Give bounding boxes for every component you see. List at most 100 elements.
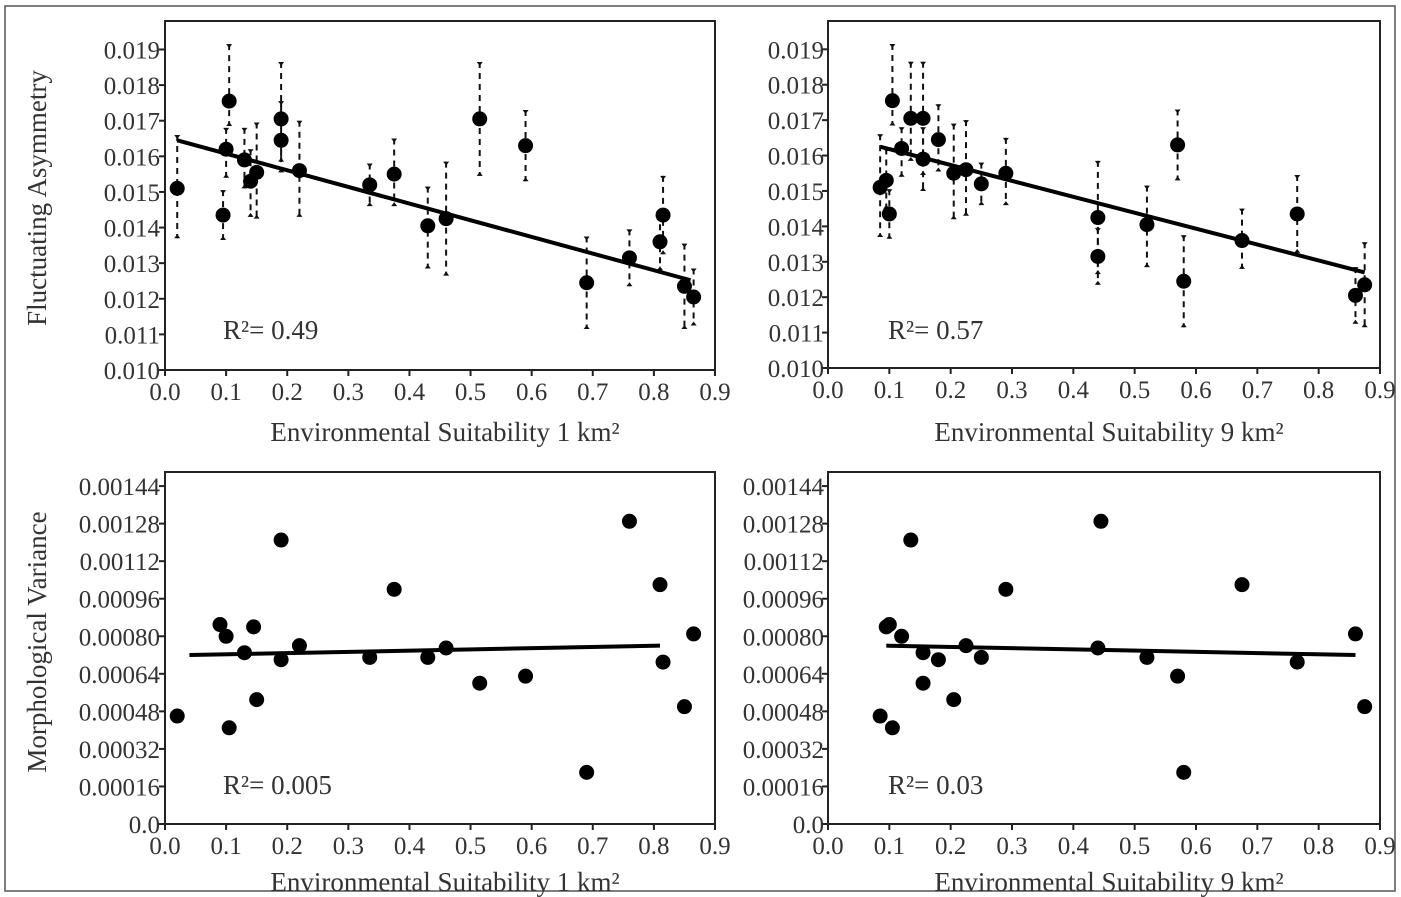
y-tick-label: 0.00032 [79, 737, 160, 764]
data-point [218, 141, 234, 157]
error-bar-cap [1239, 208, 1245, 213]
y-tick-label: 0.013 [768, 250, 824, 277]
data-point [1357, 277, 1373, 293]
data-point [472, 111, 488, 127]
data-point [930, 132, 946, 148]
data-point [273, 132, 289, 148]
error-bar-cap [626, 229, 633, 234]
error-bar-cap [978, 201, 985, 206]
data-point [420, 218, 436, 234]
error-bar-cap [247, 212, 254, 217]
data-point [676, 278, 692, 294]
data-point [420, 649, 436, 665]
r-squared-annotation: R²= 0.49 [223, 315, 318, 345]
error-bar-cap [424, 186, 431, 191]
x-tick-label: 0.5 [455, 379, 486, 406]
data-point [169, 708, 185, 724]
error-bar-cap [583, 236, 590, 241]
x-tick-label: 0.0 [149, 379, 180, 406]
x-tick-label: 0.5 [455, 833, 486, 860]
error-bar-cap [1002, 137, 1009, 142]
y-tick-label: 0.00112 [80, 549, 160, 576]
x-tick-label: 0.1 [874, 377, 905, 404]
error-bar-cap [963, 211, 969, 216]
y-tick-label: 0.00128 [79, 512, 160, 539]
data-point [903, 110, 919, 126]
error-bar-cap [1143, 185, 1150, 190]
y-tick-label: 0.00096 [743, 587, 824, 614]
r-squared-annotation: R²= 0.57 [888, 315, 983, 345]
data-point [915, 110, 931, 126]
error-bar-cap [681, 243, 688, 248]
x-tick-label: 0.8 [638, 379, 669, 406]
error-bar-cap [886, 189, 893, 194]
y-tick-label: 0.010 [768, 356, 824, 383]
error-bar-cap [660, 175, 667, 180]
y-tick-label: 0.00080 [79, 624, 160, 651]
data-point [291, 638, 307, 654]
data-point [881, 206, 897, 222]
panel-mv-9km: 0.0 0.1 0.2 0.3 0.4 0.5 0.6 0.7 0.8 0.9 0.0 0.00016… [743, 471, 1396, 897]
error-bar-cap [1361, 242, 1368, 247]
y-tick-label: 0.018 [768, 73, 824, 100]
y-tick-label: 0.011 [105, 322, 160, 349]
y-tick-label: 0.014 [104, 216, 161, 243]
data-point [1170, 137, 1186, 153]
error-bar-cap [1002, 201, 1009, 206]
data-point [1176, 273, 1192, 289]
error-bar-cap [220, 236, 227, 241]
y-tick-label: 0.012 [104, 287, 160, 314]
x-tick-label: 0.9 [1364, 377, 1395, 404]
error-bar-cap [1174, 109, 1181, 114]
error-bar-cap [1094, 228, 1101, 233]
data-point [676, 699, 692, 715]
error-bar-cap [657, 266, 663, 271]
data-point [221, 93, 237, 109]
y-tick-label: 0.00048 [743, 699, 824, 726]
data-point [652, 234, 668, 250]
error-bar-cap [920, 127, 927, 132]
error-bar-cap [583, 325, 590, 330]
y-tick-label: 0.017 [104, 109, 160, 136]
error-bar-cap [391, 138, 398, 143]
x-tick-label: 0.5 [1119, 377, 1150, 404]
data-point [438, 211, 454, 227]
plot-frame [164, 20, 716, 371]
data-point [894, 140, 910, 156]
error-bar-cap [690, 268, 697, 273]
data-point [291, 163, 307, 179]
error-bar-cap [1294, 248, 1301, 253]
data-point [621, 513, 637, 529]
data-point [652, 577, 668, 593]
panel-fa-9km: 0.0 0.1 0.2 0.3 0.4 0.5 0.6 0.7 0.8 0.9 0.010 0.011… [768, 20, 1396, 447]
data-point [973, 649, 989, 665]
data-point [946, 165, 962, 181]
y-tick-label: 0.019 [768, 37, 824, 64]
data-point [236, 152, 252, 168]
y-tick-label: 0.00080 [743, 624, 824, 651]
data-point [903, 532, 919, 548]
error-bar-cap [174, 234, 181, 239]
error-bar-cap [1180, 235, 1187, 240]
data-point [1090, 640, 1106, 656]
error-bar-cap [963, 120, 969, 125]
error-bar-cap [522, 177, 529, 182]
error-bar-cap [935, 104, 942, 109]
data-point [1234, 233, 1250, 249]
error-bar-cap [253, 214, 260, 219]
error-bar-cap [1294, 175, 1301, 180]
data-point [884, 720, 900, 736]
data-point [249, 692, 265, 708]
row-label-morphological-variance: Morphological Variance [22, 511, 52, 772]
y-tick-label: 0.012 [768, 285, 824, 312]
data-point [438, 640, 454, 656]
y-tick-label: 0.0 [793, 812, 824, 839]
data-point [472, 675, 488, 691]
figure-border [4, 5, 1396, 892]
x-tick-label: 0.8 [1303, 833, 1334, 860]
x-tick-label: 0.9 [699, 833, 730, 860]
error-bar-cap [226, 122, 233, 127]
x-axis-label: Environmental Suitability 9 km² [934, 417, 1283, 447]
data-point [518, 138, 534, 154]
